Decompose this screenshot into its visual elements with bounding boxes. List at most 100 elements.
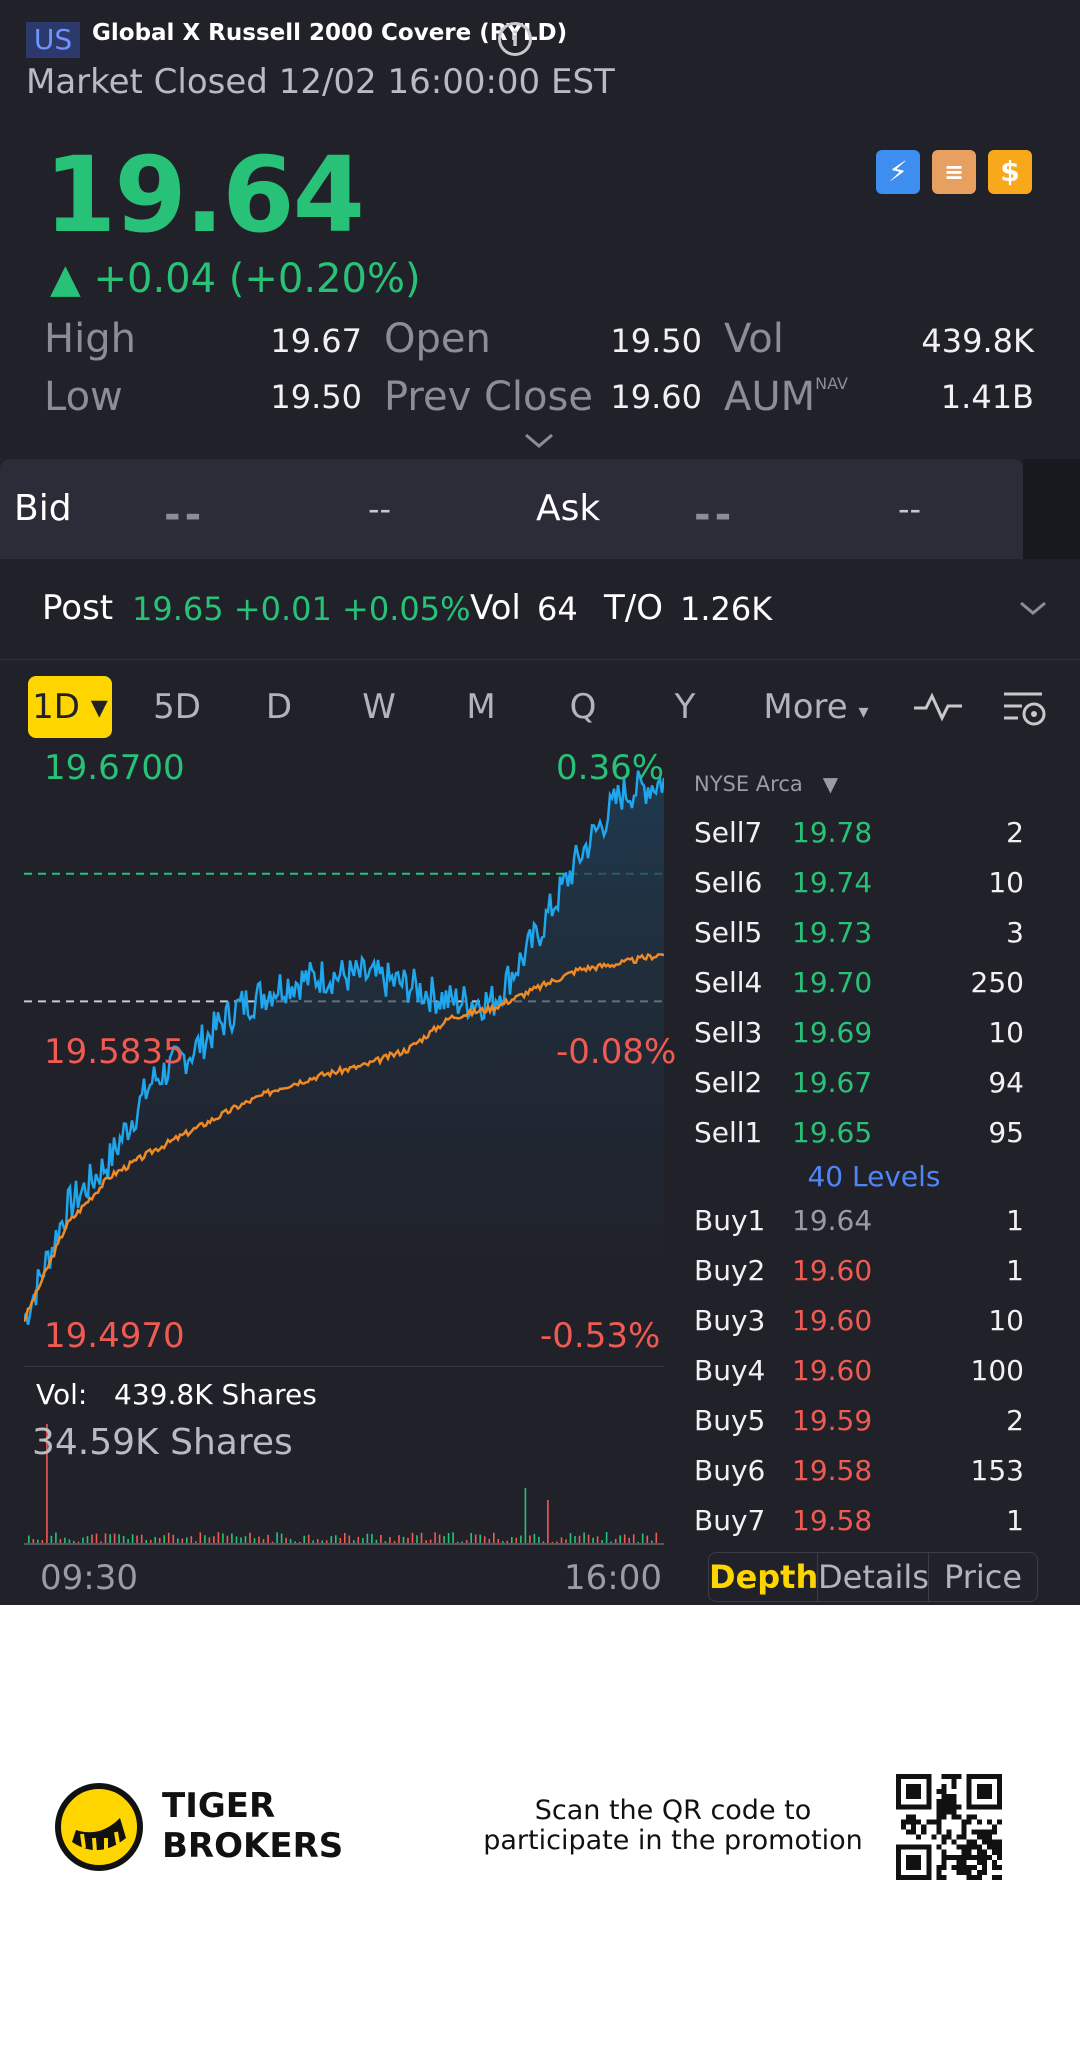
volume-bar [41,1540,44,1544]
volume-bar [565,1539,567,1544]
volume-bar [82,1537,84,1544]
tab-1d[interactable]: 1D ▾ [28,676,112,738]
volume-bar [222,1533,224,1544]
chevron-down-icon[interactable] [522,432,556,450]
volume-bar [375,1539,378,1544]
volume-bar [231,1533,233,1544]
orderbook-price: 19.70 [792,966,873,999]
volume-bar [632,1534,635,1544]
volume-bar [398,1535,400,1544]
expand-chevron-icon[interactable] [1018,600,1048,618]
tab-m[interactable]: M [466,687,496,727]
volume-bar [77,1541,80,1544]
bid-size: -- [368,490,392,528]
indicator-icon[interactable] [912,692,964,722]
volume-bar [574,1536,576,1544]
volume-bar [619,1535,621,1544]
bid-label: Bid [14,488,72,529]
volume-bar [316,1539,319,1544]
volume-bar [276,1532,278,1544]
post-to-value: 1.26K [680,590,773,628]
volume-bar [420,1532,423,1544]
y-label-top: 19.6700 [44,748,185,788]
volume-bar [32,1539,35,1544]
volume-bar [172,1534,175,1544]
volume-bar [154,1536,156,1544]
segment-divider [928,1553,929,1601]
post-vol-label: Vol [470,588,521,628]
volume-bar [330,1536,333,1544]
volume-bar [91,1534,93,1544]
volume-bar [73,1540,75,1544]
stack-icon[interactable]: ≡ [932,150,976,194]
tab-y[interactable]: Y [674,687,696,727]
exchange-label[interactable]: NYSE Arca ▼ [694,772,839,796]
volume-bar [411,1532,414,1544]
volume-bar [298,1541,301,1544]
stat-high-label: High [44,316,136,362]
volume-bar [204,1535,206,1544]
volume-bar [488,1538,491,1544]
volume-bar [362,1538,364,1544]
volume-bar [177,1538,179,1544]
tab-5d[interactable]: 5D [153,687,201,727]
segment-depth[interactable]: Depth [709,1558,819,1596]
volume-bar [167,1532,170,1544]
x-label-end: 16:00 [564,1558,662,1598]
volume-bar [28,1535,30,1544]
post-market-row[interactable] [0,560,1080,660]
volume-bar [186,1537,188,1544]
qr-code[interactable] [896,1774,1002,1880]
volume-bar [59,1539,62,1544]
tab-d[interactable]: D [265,687,293,727]
price-area-fill [24,770,664,1330]
volume-bar [623,1534,626,1544]
stat-high-value: 19.67 [270,322,362,360]
levels-link[interactable]: 40 Levels [807,1160,941,1193]
tab-more[interactable]: More ▾ [763,687,869,727]
segment-details[interactable]: Details [818,1558,929,1596]
volume-max-label: 34.59K Shares [32,1422,293,1463]
orderbook-quantity: 94 [988,1066,1024,1099]
volume-bar [68,1539,71,1544]
volume-bar [149,1539,152,1544]
orderbook-price: 19.58 [792,1504,873,1537]
y-label-top-pct: 0.36% [556,748,665,788]
volume-bar [389,1537,391,1544]
volume-label: Vol: 439.8K Shares [36,1378,317,1411]
volume-bar [655,1532,658,1544]
stat-aum-value: 1.41B [940,378,1034,416]
dollar-icon[interactable]: $ [988,150,1032,194]
orderbook-price: 19.78 [792,816,873,849]
volume-bar [402,1536,405,1544]
volume-bar [438,1534,441,1544]
ask-size: -- [898,490,922,528]
volume-bar [163,1535,165,1544]
tab-w[interactable]: W [362,687,396,727]
volume-bar [325,1540,328,1544]
volume-bar [628,1537,630,1544]
volume-bar [285,1537,287,1544]
chart-settings-icon[interactable] [1002,688,1048,728]
orderbook-side-label: Sell6 [694,866,763,899]
orderbook-quantity: 2 [1006,1404,1024,1437]
price-line [24,770,664,1325]
volume-bar [64,1537,66,1544]
volume-bar [493,1532,495,1544]
lightning-icon[interactable]: ⚡ [876,150,920,194]
volume-bar [357,1536,360,1544]
quote-screen: US Global X Russell 2000 Covere (RYLD) i… [0,0,1080,1605]
intraday-chart[interactable] [24,760,664,1560]
volume-bar [100,1541,102,1544]
tab-q[interactable]: Q [569,687,597,727]
volume-bars [24,1424,664,1545]
volume-bar [502,1541,504,1544]
orderbook-quantity: 95 [988,1116,1024,1149]
orderbook-side-label: Buy7 [694,1504,766,1537]
volume-bar [339,1538,342,1544]
volume-bar [560,1537,563,1544]
segment-price[interactable]: Price [943,1558,1023,1596]
info-icon[interactable]: i [498,22,532,56]
volume-bar [605,1532,608,1544]
x-label-start: 09:30 [40,1558,138,1598]
